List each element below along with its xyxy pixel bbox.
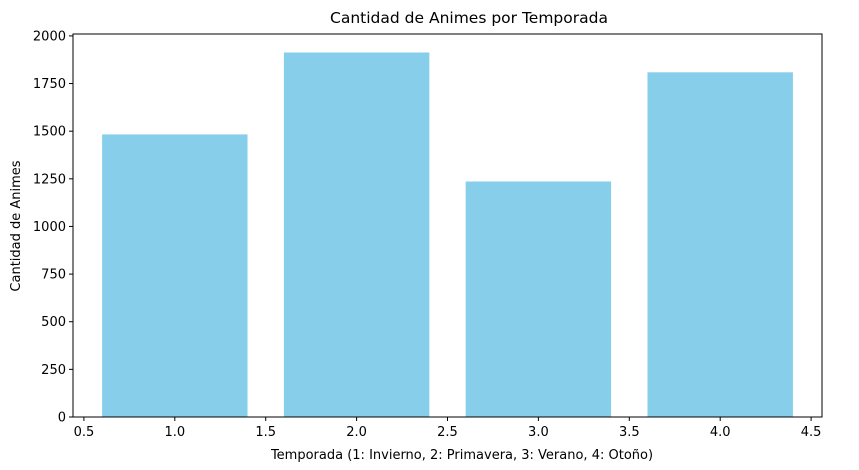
chart-title: Cantidad de Animes por Temporada [330, 9, 608, 27]
y-tick-label: 250 [41, 363, 66, 378]
y-tick-label: 500 [41, 315, 66, 330]
x-axis-label: Temporada (1: Invierno, 2: Primavera, 3:… [270, 448, 653, 463]
x-tick-label: 3.0 [528, 425, 549, 440]
bar-3 [465, 181, 612, 417]
bar-2 [283, 52, 430, 417]
bars [102, 52, 793, 418]
y-tick-label: 1750 [33, 77, 66, 92]
y-tick-label: 1000 [33, 220, 66, 235]
y-tick-label: 750 [41, 268, 66, 283]
x-tick-label: 1.5 [255, 425, 276, 440]
x-tick-label: 2.5 [437, 425, 458, 440]
bar-1 [102, 134, 248, 418]
x-tick-label: 2.0 [346, 425, 367, 440]
y-tick-label: 1500 [33, 125, 66, 140]
x-tick-label: 0.5 [74, 425, 95, 440]
y-axis-label: Cantidad de Animes [9, 160, 24, 291]
x-tick-label: 4.0 [710, 425, 731, 440]
x-tick-label: 3.5 [619, 425, 640, 440]
y-axis-ticks: 0 250 500 750 1000 1250 1500 1750 2000 [33, 29, 73, 426]
y-tick-label: 0 [58, 411, 66, 426]
x-axis-ticks: 0.5 1.0 1.5 2.0 2.5 3.0 3.5 4.0 4.5 [74, 417, 822, 440]
x-tick-label: 1.0 [164, 425, 185, 440]
y-tick-label: 1250 [33, 172, 66, 187]
y-tick-label: 2000 [33, 29, 66, 44]
x-tick-label: 4.5 [801, 425, 822, 440]
bar-4 [647, 72, 793, 418]
